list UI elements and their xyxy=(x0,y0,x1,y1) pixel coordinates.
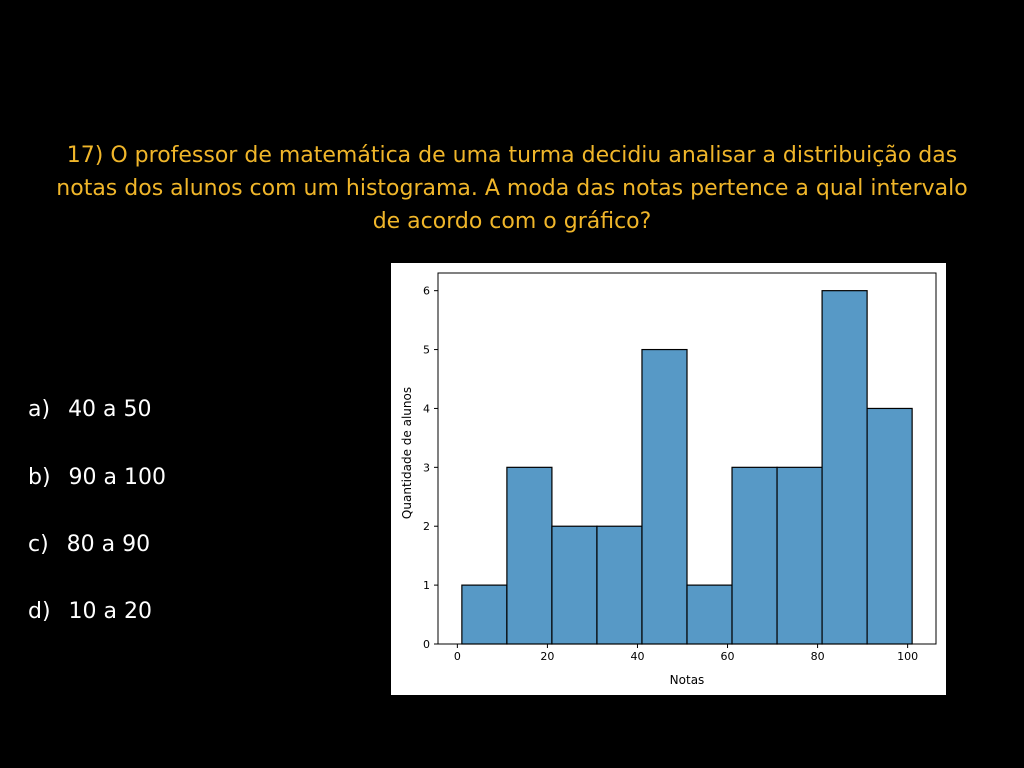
histogram-bar-1 xyxy=(506,466,553,645)
histogram-bar-7 xyxy=(776,466,823,645)
x-tick-label: 20 xyxy=(540,650,554,663)
y-axis-label: Quantidade de alunos xyxy=(400,387,414,519)
histogram-bar-8 xyxy=(821,290,868,645)
histogram-bar-0 xyxy=(461,584,508,645)
option-a-text: 40 a 50 xyxy=(68,397,152,422)
axes-layer: 0 20 40 60 80 100 0 1 2 3 4 5 6 xyxy=(423,272,937,663)
x-tick-label: 0 xyxy=(454,650,461,663)
plot-frame xyxy=(437,272,937,645)
y-tick-label: 1 xyxy=(423,579,430,592)
option-d[interactable]: d) 10 a 20 xyxy=(0,574,152,649)
x-tick-label: 100 xyxy=(897,650,918,663)
option-d-letter: d) xyxy=(27,599,51,624)
option-b[interactable]: b) 90 a 100 xyxy=(0,440,166,515)
y-tick-label: 5 xyxy=(423,344,430,357)
histogram-bar-2 xyxy=(551,525,598,645)
option-a[interactable]: a) 40 a 50 xyxy=(0,372,152,447)
x-tick-label: 80 xyxy=(811,650,825,663)
option-c-letter: c) xyxy=(27,532,49,557)
x-axis-label: Notas xyxy=(670,673,705,687)
question-text: 17) O professor de matemática de uma tur… xyxy=(0,139,1024,238)
histogram-bar-9 xyxy=(866,407,913,645)
question-line-1: 17) O professor de matemática de uma tur… xyxy=(66,143,958,168)
question-line-3: de acordo com o gráfico? xyxy=(372,209,652,234)
histogram-bar-5 xyxy=(686,584,733,645)
y-tick-label: 3 xyxy=(423,461,430,474)
y-tick-label: 2 xyxy=(423,520,430,533)
y-tick-label: 4 xyxy=(423,402,430,415)
question-line-2: notas dos alunos com um histograma. A mo… xyxy=(56,176,968,201)
bars-layer xyxy=(461,290,913,645)
option-b-letter: b) xyxy=(27,465,51,490)
y-tick-label: 0 xyxy=(423,638,430,651)
histogram-bar-4 xyxy=(641,348,688,645)
histogram-bar-6 xyxy=(731,466,778,645)
x-tick-label: 40 xyxy=(630,650,644,663)
y-tick-label: 6 xyxy=(423,285,430,298)
option-a-letter: a) xyxy=(27,397,51,422)
histogram-chart: 0 20 40 60 80 100 0 1 2 3 4 5 6 Notas Quantidade de … xyxy=(391,263,946,695)
option-c[interactable]: c) 80 a 90 xyxy=(0,507,150,582)
x-tick-label: 60 xyxy=(721,650,735,663)
histogram-bar-3 xyxy=(596,525,643,645)
histogram-svg: 0 20 40 60 80 100 0 1 2 3 4 5 6 Notas Quantidade de … xyxy=(400,272,937,687)
option-c-text: 80 a 90 xyxy=(66,532,151,557)
option-b-text: 90 a 100 xyxy=(68,465,166,490)
option-d-text: 10 a 20 xyxy=(68,599,153,624)
